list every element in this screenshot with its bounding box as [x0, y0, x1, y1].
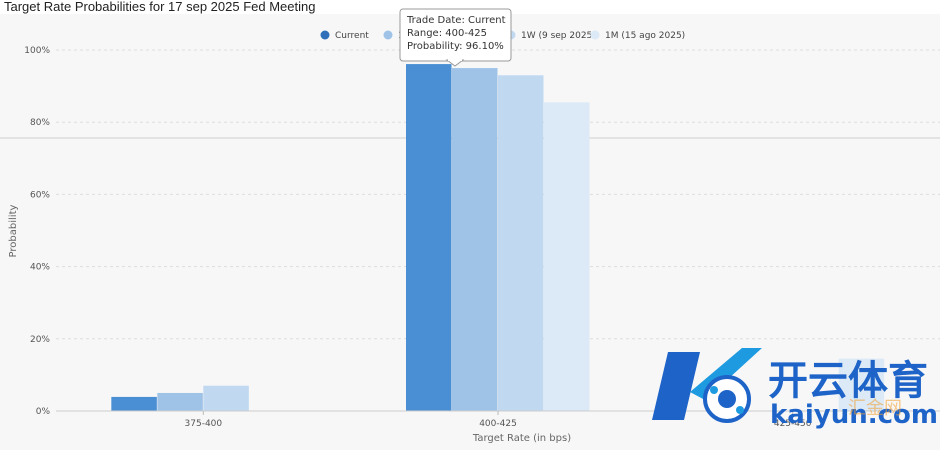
bar-400-425-3[interactable] [498, 75, 544, 412]
legend-label[interactable]: 1M (15 ago 2025) [605, 31, 685, 41]
bar-375-400-3[interactable] [203, 385, 249, 411]
bar-425-450-4[interactable] [838, 358, 885, 411]
legend-label[interactable]: Current [335, 31, 369, 41]
tooltip: Trade Date: Current Range: 400-425 Proba… [399, 8, 512, 67]
legend-marker [320, 30, 330, 40]
brand-name-cn: 开云体育 [768, 358, 928, 404]
legend-label[interactable]: 1W (9 sep 2025) [521, 31, 596, 41]
bar-series [111, 64, 885, 412]
x-axis-ticks: 375-400 400-425 425-450 [185, 411, 812, 429]
y-axis-ticks: 0% 20% 40% 60% 80% 100% [24, 46, 50, 417]
bar-375-400-1[interactable] [111, 396, 157, 411]
watermark: 开云体育 kaiyun.com 汇金网 [652, 348, 938, 430]
legend-marker [383, 30, 393, 40]
y-tick-label: 0% [36, 407, 51, 417]
bar-400-425-1[interactable] [406, 64, 452, 411]
brand-name-en: kaiyun.com [770, 400, 938, 430]
x-tick-label: 400-425 [479, 419, 517, 429]
overlay-watermark-text: 汇金网 [848, 398, 902, 419]
y-tick-label: 40% [30, 263, 50, 273]
tooltip-line-2: Range: 400-425 [407, 28, 487, 39]
tooltip-line-3: Probability: 96.10% [407, 41, 504, 52]
y-tick-label: 80% [30, 118, 50, 128]
tooltip-line-1: Trade Date: Current [406, 15, 506, 26]
x-tick-label: 425-450 [774, 419, 812, 429]
bar-400-425-4[interactable] [544, 102, 590, 411]
y-tick-label: 100% [24, 46, 50, 56]
legend-marker [590, 30, 600, 40]
x-axis-title: Target Rate (in bps) [472, 433, 571, 444]
y-tick-label: 60% [30, 190, 50, 200]
bar-400-425-2[interactable] [452, 68, 498, 412]
x-tick-label: 375-400 [185, 419, 223, 429]
kaiyun-logo-icon [652, 348, 762, 423]
chart-title: Target Rate Probabilities for 17 sep 202… [4, 0, 315, 14]
y-tick-label: 20% [30, 335, 50, 345]
y-axis-title: Probability [8, 204, 19, 257]
bar-375-400-2[interactable] [157, 392, 203, 411]
